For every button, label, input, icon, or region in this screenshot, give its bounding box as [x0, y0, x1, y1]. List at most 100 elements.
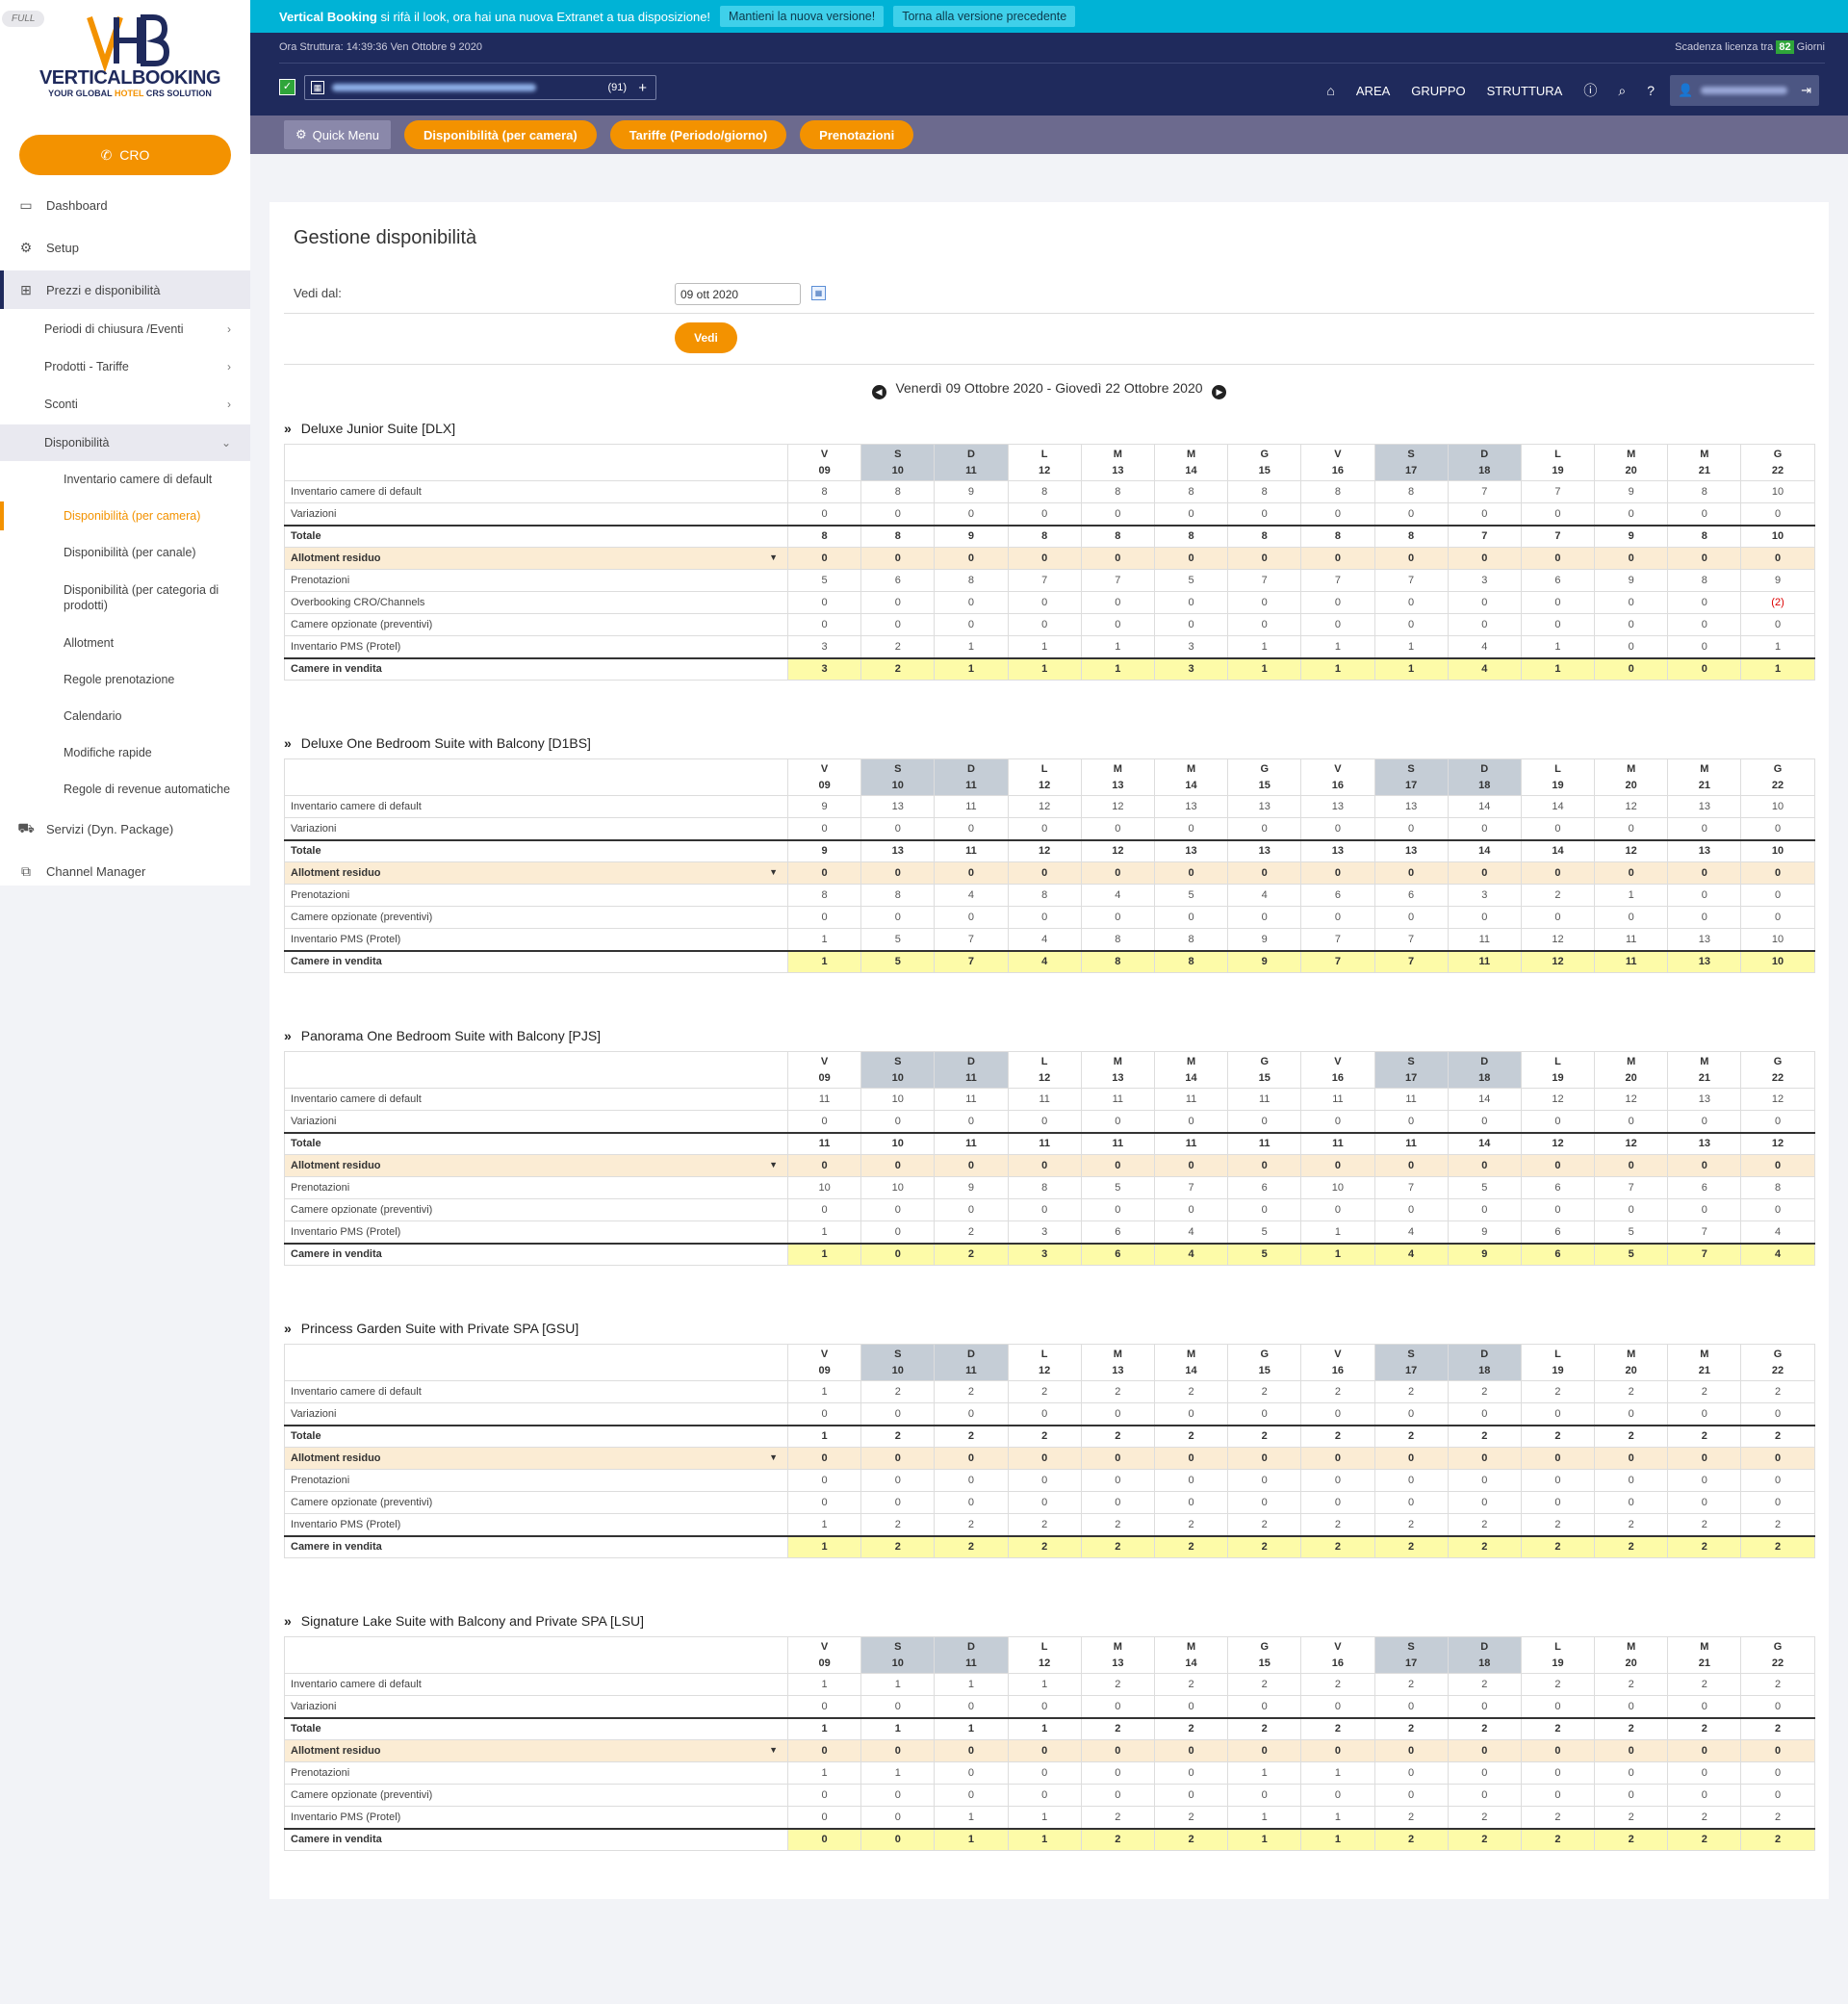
redacted-user-name [1701, 87, 1788, 94]
nav-dashboard[interactable]: ▭ Dashboard [0, 191, 250, 219]
table-cell: 12 [1520, 1131, 1596, 1155]
start-date-input[interactable] [675, 283, 801, 305]
table-cell: 0 [1153, 1402, 1229, 1426]
room-title[interactable]: » Signature Lake Suite with Balcony and P… [284, 1613, 644, 1629]
day-header: D 11 [934, 1344, 1009, 1381]
caret-down-icon[interactable]: ▼ [769, 1745, 778, 1755]
table-cell: 0 [1080, 1447, 1155, 1470]
nav-servizi[interactable]: ⛟ Servizi (Dyn. Package) [17, 819, 174, 836]
quick-menu-button[interactable]: ⚙ Quick Menu [284, 120, 392, 149]
table-cell: 0 [1594, 656, 1669, 681]
sub-prodotti-tariffe[interactable]: Prodotti - Tariffe › [44, 360, 231, 373]
subsub-calendario[interactable]: Calendario [64, 709, 122, 723]
next-period-icon[interactable]: ▶ [1212, 385, 1227, 399]
caret-down-icon[interactable]: ▼ [769, 1452, 778, 1462]
day-header: L 19 [1520, 1344, 1596, 1381]
nav-area[interactable]: AREA [1355, 83, 1391, 98]
calendar-icon[interactable]: ▦ [811, 286, 826, 300]
table-row: Prenotazioni 8 8 4 8 4 5 4 6 6 3 2 1 0 0 [284, 884, 1815, 907]
table-row: Prenotazioni 1 1 0 0 0 0 1 1 0 0 0 0 0 0 [284, 1761, 1815, 1785]
subsub-regole-revenue[interactable]: Regole di revenue automatiche [64, 783, 231, 796]
table-cell: 0 [1373, 1402, 1449, 1426]
row-label[interactable]: Allotment residuo ▼ [284, 861, 788, 885]
keep-new-version-button[interactable]: Mantieni la nuova versione! [720, 6, 885, 27]
table-cell: 0 [1740, 1447, 1815, 1470]
help-icon[interactable]: ? [1647, 83, 1655, 98]
row-label[interactable]: Allotment residuo ▼ [284, 547, 788, 570]
table-cell: 8 [1227, 480, 1302, 503]
table-cell: 0 [1740, 1695, 1815, 1718]
table-cell: 0 [1520, 861, 1596, 885]
property-checkbox[interactable]: ✓ [279, 79, 295, 95]
row-label: Inventario PMS (Protel) [284, 1806, 788, 1829]
sub-sconti[interactable]: Sconti › [44, 398, 231, 411]
day-header: V 09 [786, 1636, 862, 1674]
quick-tariffe-button[interactable]: Tariffe (Periodo/giorno) [609, 120, 787, 149]
caret-down-icon[interactable]: ▼ [769, 1160, 778, 1169]
quick-disponibilita-button[interactable]: Disponibilità (per camera) [404, 120, 597, 149]
table-row: Inventario camere di default 9 13 11 12 12 13 1… [284, 795, 1815, 818]
table-cell: 0 [786, 1110, 862, 1133]
table-cell: 0 [1153, 1110, 1229, 1133]
table-row: Inventario PMS (Protel) 3 2 1 1 1 3 1 1 1 4 1 0 0 1 [284, 635, 1815, 658]
vedi-button[interactable]: Vedi [675, 322, 737, 353]
subsub-disponibilita-per-camera[interactable]: Disponibilità (per camera) [0, 501, 250, 530]
day-header: D 18 [1447, 1344, 1522, 1381]
subsub-disponibilita-per-categoria[interactable]: Disponibilità (per categoria di prodotti… [64, 583, 219, 612]
table-row: Camere in vendita 0 0 1 1 2 2 1 1 2 2 2 2 2 2 [284, 1827, 1815, 1851]
table-cell: 0 [934, 817, 1009, 840]
table-row: Inventario PMS (Protel) 0 0 1 1 2 2 1 1 2 2 2 2 2 2 [284, 1806, 1815, 1829]
nav-gruppo[interactable]: GRUPPO [1411, 83, 1466, 98]
table-cell: 0 [1594, 1695, 1669, 1718]
room-title[interactable]: » Deluxe One Bedroom Suite with Balcony [… [284, 735, 591, 751]
day-header: V 09 [786, 1344, 862, 1381]
cro-button[interactable]: ✆ CRO [19, 135, 231, 175]
header-blank [284, 1344, 788, 1381]
subsub-allotment[interactable]: Allotment [64, 636, 115, 650]
table-cell: 12 [1520, 1088, 1596, 1111]
table-cell: 9 [934, 1176, 1009, 1199]
nav-prezzi-disponibilita[interactable]: ⊞ Prezzi e disponibilità [0, 270, 250, 309]
nav-setup[interactable]: ⚙ Setup [0, 233, 250, 262]
logout-icon[interactable]: ⇥ [1801, 83, 1811, 97]
nav-channel-manager[interactable]: ⧉ Channel Manager [0, 857, 250, 886]
add-property-icon[interactable]: + [638, 79, 647, 96]
sub-disponibilita[interactable]: Disponibilità ⌄ [0, 424, 250, 461]
row-label: Inventario PMS (Protel) [284, 1513, 788, 1536]
chevron-right-icon: › [227, 398, 231, 411]
subsub-modifiche-rapide[interactable]: Modifiche rapide [64, 746, 152, 759]
subsub-inventario-default[interactable]: Inventario camere di default [64, 473, 213, 486]
table-cell: 1 [786, 1513, 862, 1536]
table-cell: 6 [1667, 1176, 1742, 1199]
table-cell: 2 [1667, 1827, 1742, 1851]
table-cell: 0 [1594, 1447, 1669, 1470]
room-section: » Signature Lake Suite with Balcony and P… [284, 1611, 1815, 1851]
room-title[interactable]: » Panorama One Bedroom Suite with Balcony… [284, 1028, 602, 1043]
back-to-old-version-button[interactable]: Torna alla versione precedente [893, 6, 1076, 27]
table-cell: 0 [1373, 613, 1449, 636]
info-icon[interactable]: ⓘ [1583, 83, 1598, 98]
table-cell: 0 [934, 1154, 1009, 1177]
subsub-regole-prenotazione[interactable]: Regole prenotazione [64, 673, 175, 686]
vertical-booking-logo[interactable]: VERTICALBOOKING YOUR GLOBAL HOTEL CRS SO… [34, 12, 226, 103]
room-title[interactable]: » Princess Garden Suite with Private SPA … [284, 1321, 579, 1336]
table-cell: 7 [1667, 1220, 1742, 1244]
user-menu[interactable]: 👤 ⇥ [1670, 75, 1819, 106]
row-label[interactable]: Allotment residuo ▼ [284, 1154, 788, 1177]
table-row: Camere opzionate (preventivi) 0 0 0 0 0 0 0 0 0 0 0… [284, 1784, 1815, 1807]
prev-period-icon[interactable]: ◀ [871, 385, 886, 399]
table-cell: 0 [1227, 1402, 1302, 1426]
subsub-disponibilita-per-canale[interactable]: Disponibilità (per canale) [64, 546, 196, 559]
nav-struttura[interactable]: STRUTTURA [1486, 83, 1563, 98]
quick-prenotazioni-button[interactable]: Prenotazioni [800, 120, 914, 149]
sub-periodi-chiusura[interactable]: Periodi di chiusura /Eventi › [44, 322, 231, 336]
home-icon[interactable]: ⌂ [1326, 83, 1335, 98]
room-title[interactable]: » Deluxe Junior Suite [DLX] [284, 421, 456, 436]
caret-down-icon[interactable]: ▼ [769, 552, 778, 562]
row-label[interactable]: Allotment residuo ▼ [284, 1447, 788, 1470]
table-cell: 0 [1007, 613, 1082, 636]
property-selector[interactable]: ▦ (91) + [304, 75, 656, 100]
caret-down-icon[interactable]: ▼ [769, 867, 778, 877]
search-icon[interactable]: ⌕ [1618, 82, 1627, 98]
row-label[interactable]: Allotment residuo ▼ [284, 1739, 788, 1762]
